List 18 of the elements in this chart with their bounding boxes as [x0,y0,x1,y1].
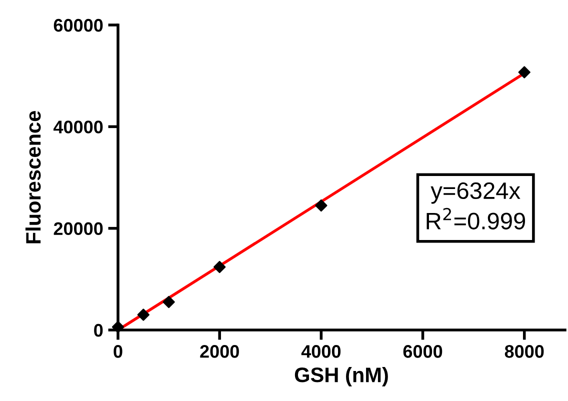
y-tick-label: 20000 [54,222,103,236]
x-tick-label: 8000 [504,345,544,358]
annotation: y=6324x R$^{2}$=0.999 [426,182,526,230]
y-tick-label: 0 [94,324,103,337]
x-tick-label: 6000 [403,345,442,358]
point [112,320,124,334]
y-tick-label: 60000 [54,18,103,32]
point [315,199,328,212]
y-axis-title: Fluorescence [25,111,41,244]
x-tick-label: 0 [114,345,122,358]
y-tick-label: 40000 [53,120,103,134]
point [214,260,226,274]
point [137,308,150,321]
point [518,66,530,78]
x-tick-label: 2000 [200,345,239,358]
x-tick-label: 4000 [301,345,341,358]
x-axis-title: GSH (nM) [294,366,388,386]
point [162,296,175,308]
